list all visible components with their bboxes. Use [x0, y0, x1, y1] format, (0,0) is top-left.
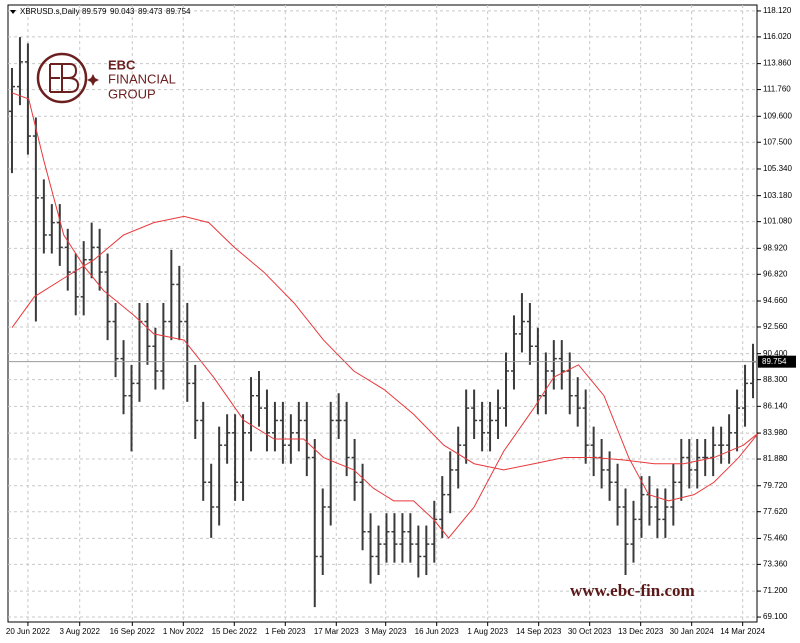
- header-value: 90.043: [110, 7, 135, 16]
- y-tick-label: 113.860: [763, 59, 792, 68]
- y-tick-label: 77.620: [763, 507, 788, 516]
- x-tick-label: 3 May 2023: [365, 627, 407, 636]
- y-tick-label: 69.100: [763, 612, 788, 621]
- x-tick-label: 13 Dec 2023: [618, 627, 664, 636]
- y-tick-label: 88.300: [763, 375, 788, 384]
- logo-glyph: [49, 63, 80, 93]
- logo-star: [87, 74, 99, 86]
- header-value: 89.473: [138, 7, 163, 16]
- header-arrow: [10, 10, 16, 14]
- y-tick-label: 81.880: [763, 454, 788, 463]
- x-tick-label: 17 Mar 2023: [314, 627, 359, 636]
- y-tick-label: 101.080: [763, 217, 792, 226]
- marks: [8, 37, 759, 608]
- brand-line1: FINANCIAL: [108, 71, 176, 86]
- y-tick-label: 92.560: [763, 322, 788, 331]
- x-tick-label: 3 Aug 2022: [59, 627, 100, 636]
- y-tick-label: 75.460: [763, 534, 788, 543]
- y-tick-label: 90.400: [763, 349, 788, 358]
- x-tick-label: 15 Dec 2022: [212, 627, 258, 636]
- y-tick-label: 118.120: [763, 6, 792, 15]
- x-tick-label: 1 Aug 2023: [467, 627, 508, 636]
- y-tick-label: 116.020: [763, 32, 792, 41]
- y-tick-label: 111.760: [763, 85, 791, 94]
- y-tick-label: 105.340: [763, 164, 792, 173]
- x-tick-label: 16 Jun 2023: [415, 627, 460, 636]
- y-tick-label: 86.140: [763, 401, 788, 410]
- logo-ring: [36, 52, 88, 104]
- y-tick-label: 94.660: [763, 296, 788, 305]
- y-tick-label: 73.360: [763, 559, 788, 568]
- moving-average: [11, 92, 759, 539]
- y-tick-label: 79.720: [763, 481, 788, 490]
- x-tick-label: 30 Oct 2023: [568, 627, 612, 636]
- last-price-label: 89.754: [762, 357, 787, 366]
- y-tick-label: 98.920: [763, 243, 788, 252]
- x-tick-label: 1 Nov 2022: [163, 627, 204, 636]
- brand: EBC: [108, 57, 136, 72]
- x-tick-label: 30 Jan 2024: [670, 627, 715, 636]
- x-tick-label: 14 Sep 2023: [516, 627, 562, 636]
- x-tick-label: 14 Mar 2024: [720, 627, 765, 636]
- header-value: 89.579: [82, 7, 107, 16]
- last-price-box: [758, 355, 796, 368]
- x-tick-label: 20 Jun 2022: [6, 627, 51, 636]
- website: www.ebc-fin.com: [570, 581, 695, 600]
- x-tick-label: 1 Feb 2023: [265, 627, 306, 636]
- header-value: 89.754: [166, 7, 191, 16]
- y-tick-label: 83.980: [763, 428, 788, 437]
- watermark-logo: EBC FINANCIAL GROUP: [36, 52, 176, 104]
- plot-frame: [7, 4, 758, 623]
- header-symbol: XBRUSD.s,Daily: [20, 7, 80, 16]
- y-tick-label: 107.500: [763, 137, 792, 146]
- y-tick-label: 109.600: [763, 111, 792, 120]
- y-tick-label: 103.180: [763, 191, 792, 200]
- y-tick-label: 96.820: [763, 269, 788, 278]
- y-tick-label: 71.200: [763, 586, 788, 595]
- x-tick-label: 16 Sep 2022: [110, 627, 156, 636]
- grid: [8, 5, 757, 622]
- brand-line2: GROUP: [108, 86, 156, 101]
- moving-average: [11, 215, 759, 471]
